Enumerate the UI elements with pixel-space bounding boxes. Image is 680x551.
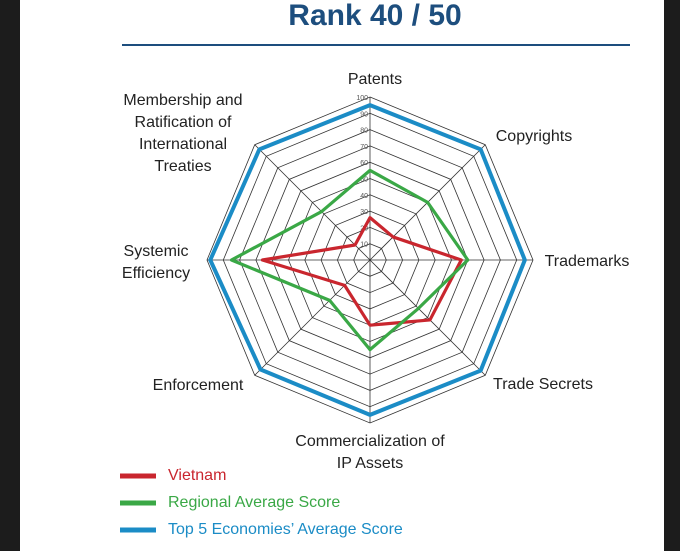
r-tick-label: 100 <box>356 95 368 102</box>
legend-swatch <box>120 473 156 479</box>
title-rule <box>122 44 630 46</box>
legend-label: Vietnam <box>168 467 227 484</box>
side-strip <box>664 0 680 551</box>
r-tick-label: 30 <box>360 209 368 216</box>
axis-label: Copyrights <box>495 128 573 145</box>
r-tick-label: 40 <box>360 193 368 200</box>
spoke <box>254 144 371 261</box>
legend-label: Regional Average Score <box>168 494 341 511</box>
r-tick-label: 90 <box>360 111 368 118</box>
series-line <box>260 216 463 327</box>
r-tick-label: 50 <box>360 177 368 184</box>
axis-label: Systemic Efficiency <box>121 243 191 282</box>
axis-label: Patents <box>347 71 403 88</box>
chart-title: Rank 40 / 50 <box>288 0 462 32</box>
legend-label: Top 5 Economies’ Average Score <box>168 521 403 538</box>
r-tick-label: 70 <box>360 144 368 151</box>
legend-swatch <box>120 500 156 506</box>
axis-label: Enforcement <box>152 377 244 394</box>
axis-label: Trademarks <box>544 253 630 270</box>
r-tick-label: 60 <box>360 160 368 167</box>
r-tick-label: 10 <box>360 242 368 249</box>
axis-label: Membership and Ratification of Internati… <box>123 92 243 175</box>
spoke <box>369 259 486 376</box>
series-line <box>229 168 470 352</box>
series-line <box>208 103 527 417</box>
axis-label: Trade Secrets <box>493 376 593 393</box>
side-strip <box>0 0 20 551</box>
axis-label: Commercialization of IP Assets <box>295 433 445 472</box>
spoke <box>254 259 371 376</box>
r-tick-label: 80 <box>360 128 368 135</box>
legend-swatch <box>120 527 156 533</box>
